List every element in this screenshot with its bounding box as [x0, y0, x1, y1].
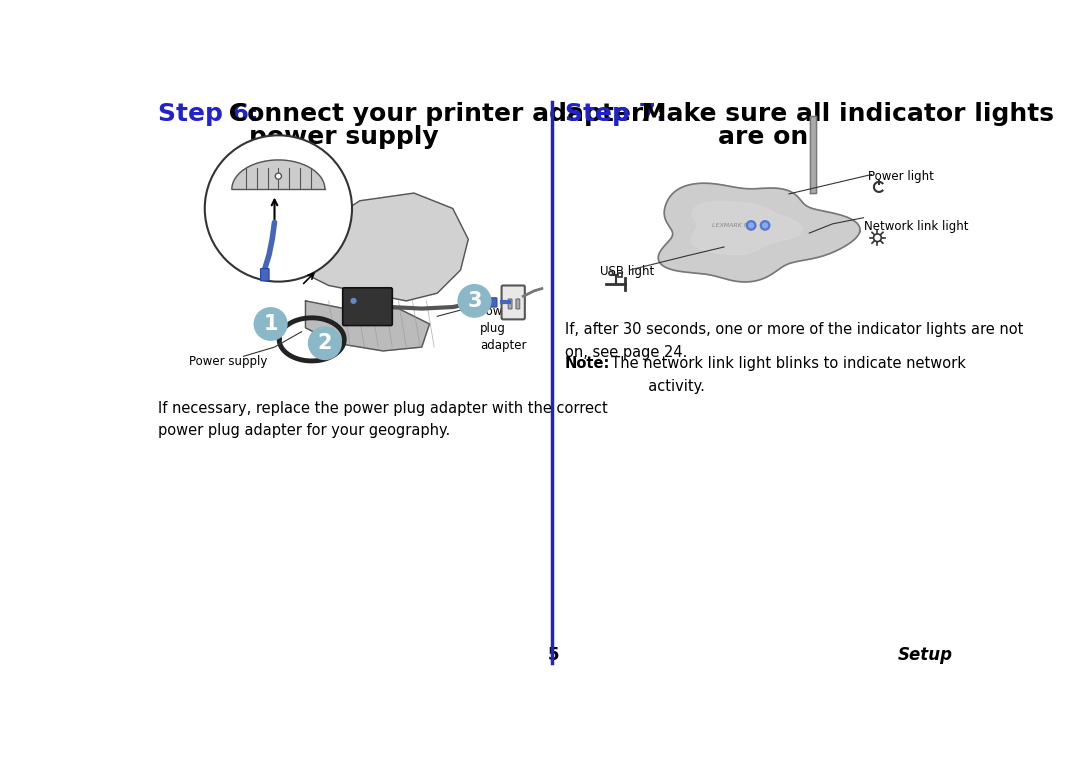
Circle shape: [748, 223, 754, 229]
Circle shape: [254, 307, 287, 341]
Polygon shape: [291, 193, 469, 301]
Circle shape: [609, 271, 612, 275]
Circle shape: [762, 223, 768, 229]
Circle shape: [458, 284, 491, 318]
Circle shape: [745, 220, 757, 231]
Polygon shape: [810, 116, 816, 193]
FancyBboxPatch shape: [501, 286, 525, 319]
Text: If necessary, replace the power plug adapter with the correct
power plug adapter: If necessary, replace the power plug ada…: [159, 401, 608, 438]
Circle shape: [275, 173, 282, 179]
Polygon shape: [659, 183, 860, 282]
FancyBboxPatch shape: [342, 288, 392, 325]
Circle shape: [350, 298, 356, 304]
Text: 5: 5: [548, 646, 559, 664]
Text: 3: 3: [468, 291, 482, 311]
Text: Power light: Power light: [868, 170, 934, 183]
FancyBboxPatch shape: [618, 273, 622, 277]
FancyBboxPatch shape: [260, 268, 269, 281]
Text: Power supply: Power supply: [189, 355, 268, 368]
Text: LEXMARK N5: LEXMARK N5: [713, 223, 753, 228]
FancyBboxPatch shape: [509, 299, 512, 309]
Text: 2: 2: [318, 333, 333, 354]
Polygon shape: [232, 160, 325, 189]
Text: The network link light blinks to indicate network
          activity.: The network link light blinks to indicat…: [603, 357, 967, 393]
Text: power supply: power supply: [249, 125, 440, 149]
Circle shape: [759, 220, 770, 231]
Polygon shape: [306, 301, 430, 351]
Text: Step 7:: Step 7:: [565, 102, 666, 126]
Circle shape: [205, 136, 352, 282]
Text: Connect your printer adapter: Connect your printer adapter: [220, 102, 644, 126]
Text: Power
plug
adapter: Power plug adapter: [480, 305, 526, 352]
Text: If, after 30 seconds, one or more of the indicator lights are not
on, see page 2: If, after 30 seconds, one or more of the…: [565, 322, 1024, 360]
Text: Note:: Note:: [565, 357, 610, 371]
Text: USB light: USB light: [600, 264, 654, 277]
FancyBboxPatch shape: [516, 299, 519, 309]
FancyBboxPatch shape: [488, 298, 497, 307]
Text: Network link light: Network link light: [864, 220, 968, 233]
Circle shape: [308, 326, 342, 360]
Text: Step 6:: Step 6:: [159, 102, 259, 126]
Text: Make sure all indicator lights: Make sure all indicator lights: [633, 102, 1054, 126]
Text: are on: are on: [717, 125, 808, 149]
Text: 1: 1: [264, 314, 278, 334]
Text: Setup: Setup: [897, 646, 953, 664]
Polygon shape: [691, 202, 802, 255]
Circle shape: [874, 234, 881, 242]
